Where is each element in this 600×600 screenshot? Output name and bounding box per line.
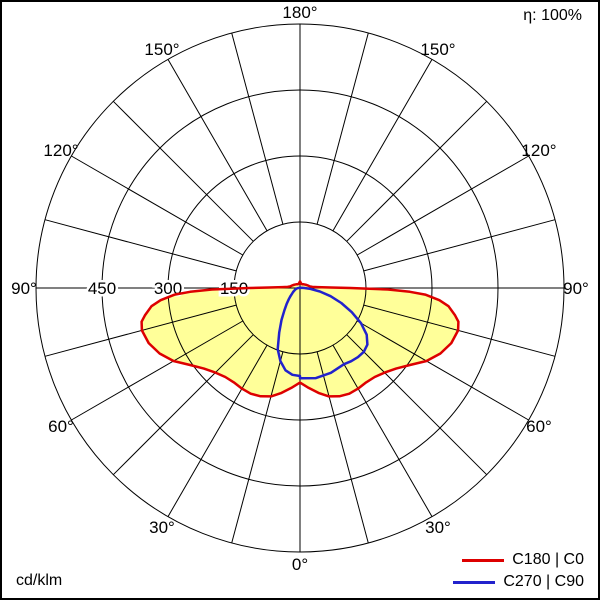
grid-spoke-150 xyxy=(332,59,433,232)
legend-line-blue xyxy=(453,580,496,584)
angle-label-150: 150° xyxy=(420,40,455,59)
angle-label-90: 90° xyxy=(563,279,589,298)
grid-spoke-330 xyxy=(167,344,268,517)
legend-item-c90: C270 | C90 xyxy=(453,573,584,591)
angle-label-0: 0° xyxy=(292,555,308,574)
grid-spoke-30 xyxy=(332,344,433,517)
efficiency-label: η: 100% xyxy=(523,7,582,24)
legend-item-c0: C180 | C0 xyxy=(453,551,584,569)
grid-spoke-225 xyxy=(112,100,254,242)
angle-label-150-mirror: 150° xyxy=(144,40,179,59)
grid-spoke-15 xyxy=(316,351,369,544)
grid-spoke-345 xyxy=(231,351,284,544)
grid-spoke-195 xyxy=(231,32,284,225)
grid-spoke-135 xyxy=(346,100,488,242)
angle-label-120: 120° xyxy=(521,141,556,160)
grid-spoke-60 xyxy=(356,320,529,421)
grid-spoke-240 xyxy=(71,155,244,256)
angle-label-30-mirror: 30° xyxy=(149,518,175,537)
angle-label-60: 60° xyxy=(526,417,552,436)
legend-label-c90: C270 | C90 xyxy=(503,573,584,590)
grid-spoke-210 xyxy=(167,59,268,232)
angle-label-120-mirror: 120° xyxy=(43,141,78,160)
legend: C180 | C0 C270 | C90 xyxy=(453,551,584,591)
curve-C270-C90 xyxy=(276,286,369,380)
grid-spoke-300 xyxy=(71,320,244,421)
grid-spoke-165 xyxy=(316,32,369,225)
radial-tick-label-300: 300 xyxy=(154,279,182,298)
angle-label-180: 180° xyxy=(282,3,317,22)
grid-spoke-315 xyxy=(112,334,254,476)
legend-line-red xyxy=(462,558,505,562)
grid-spoke-105 xyxy=(363,219,556,272)
angle-label-30: 30° xyxy=(425,518,451,537)
grid-spoke-45 xyxy=(346,334,488,476)
legend-label-c0: C180 | C0 xyxy=(512,551,584,568)
radial-tick-label-450: 450 xyxy=(88,279,116,298)
grid-spoke-120 xyxy=(356,155,529,256)
angle-label-60-mirror: 60° xyxy=(48,417,74,436)
angle-label-90-mirror: 90° xyxy=(11,279,37,298)
curve-C180-C0 xyxy=(140,280,460,398)
grid-spoke-75 xyxy=(363,304,556,357)
unit-label: cd/klm xyxy=(16,572,63,589)
grid-spoke-285 xyxy=(44,304,237,357)
grid-spoke-255 xyxy=(44,219,237,272)
